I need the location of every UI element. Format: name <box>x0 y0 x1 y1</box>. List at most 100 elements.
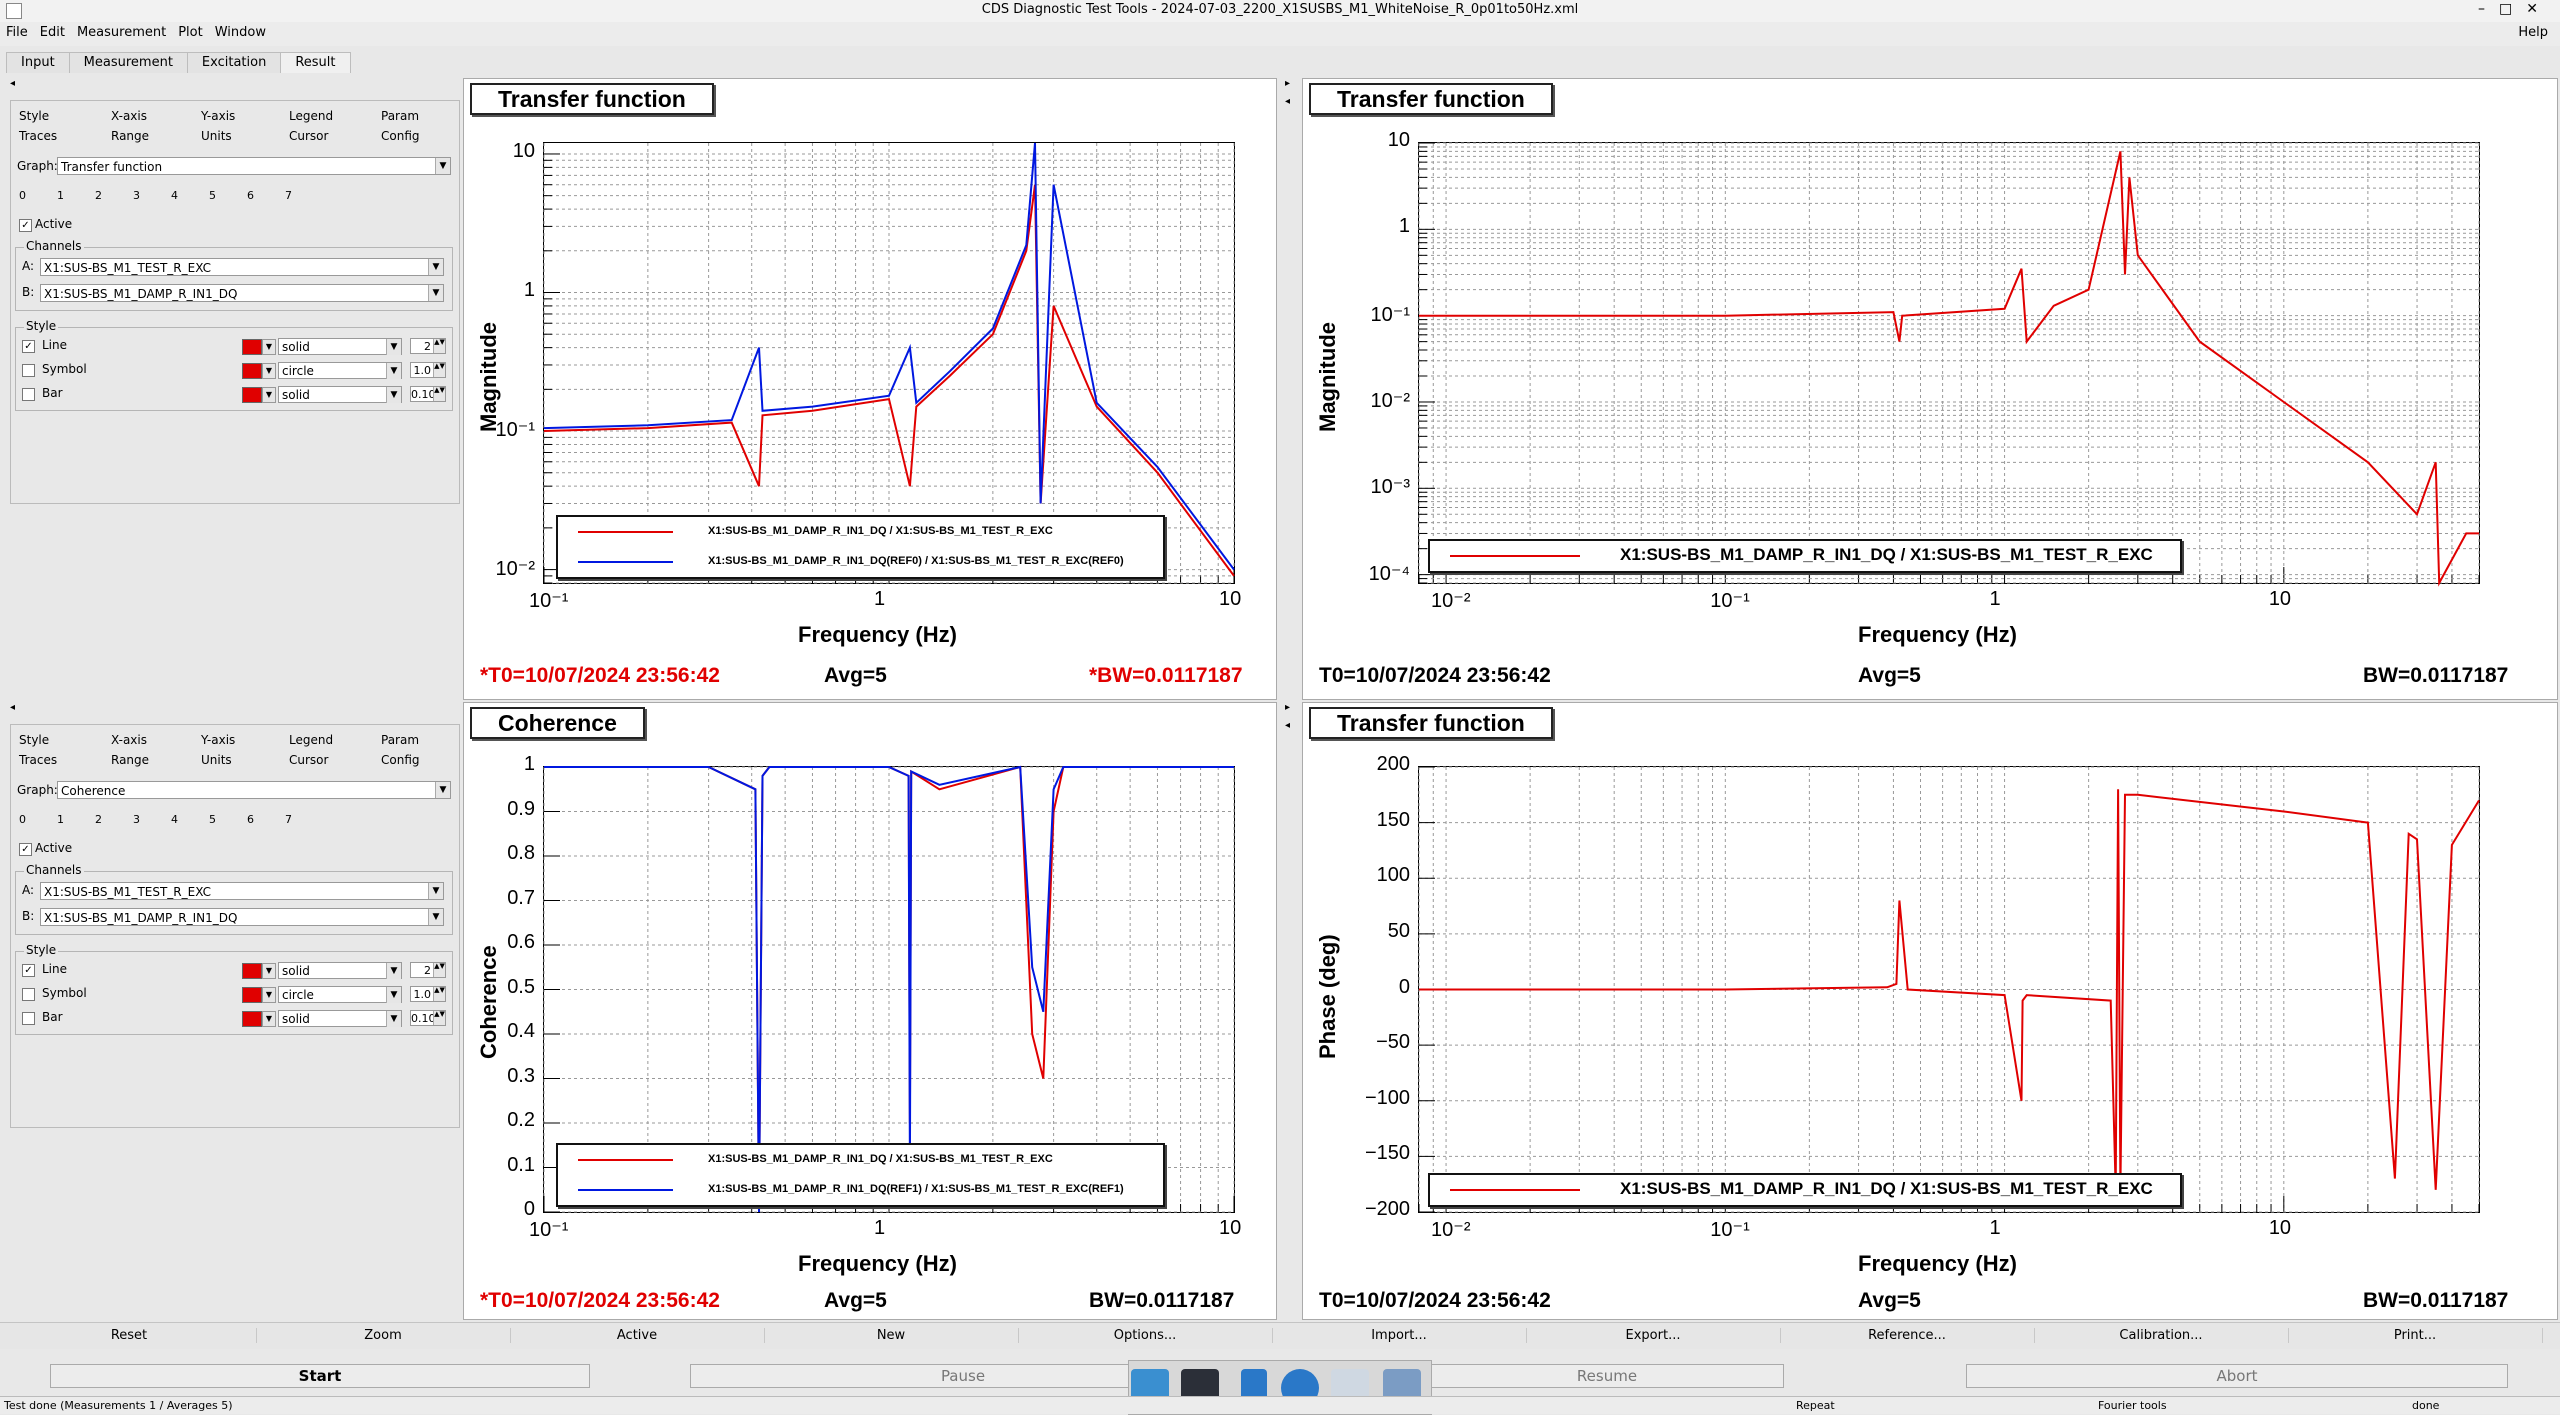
legend[interactable]: X1:SUS-BS_M1_DAMP_R_IN1_DQ / X1:SUS-BS_M… <box>1428 539 2182 573</box>
menu-plot[interactable]: Plot <box>178 25 203 40</box>
spinner-arrows-icon[interactable]: ▲▼ <box>433 387 445 401</box>
graph-select[interactable]: Transfer function ▼ <box>57 157 451 175</box>
reset-button[interactable]: Reset <box>2 1328 257 1343</box>
line-color-swatch[interactable] <box>242 963 262 979</box>
tab-measurement[interactable]: Measurement <box>68 52 188 73</box>
print-button[interactable]: Print... <box>2288 1328 2543 1343</box>
trace-tab-5[interactable]: 5 <box>209 189 216 202</box>
import-button[interactable]: Import... <box>1272 1328 1527 1343</box>
trace-tab-0[interactable]: 0 <box>19 813 26 826</box>
graph-select[interactable]: Coherence ▼ <box>57 781 451 799</box>
chevron-down-icon[interactable]: ▼ <box>262 1011 276 1027</box>
trace-tab-4[interactable]: 4 <box>171 189 178 202</box>
spinner-arrows-icon[interactable]: ▲▼ <box>433 987 445 1001</box>
subtab-param[interactable]: Param <box>381 733 420 747</box>
trace-tab-0[interactable]: 0 <box>19 189 26 202</box>
subtab-range[interactable]: Range <box>111 753 150 767</box>
subtab-style[interactable]: Style <box>19 109 50 123</box>
line-style-select[interactable]: solid ▼ <box>278 962 402 979</box>
calibration-button[interactable]: Calibration... <box>2034 1328 2289 1343</box>
line-style-select[interactable]: solid ▼ <box>278 338 402 355</box>
symbol-size-spinner[interactable]: 1.0 ▲▼ <box>410 986 446 1002</box>
subtab-param[interactable]: Param <box>381 109 420 123</box>
trace-tab-6[interactable]: 6 <box>247 813 254 826</box>
subtab-legend[interactable]: Legend <box>289 109 334 123</box>
bar-size-spinner[interactable]: 0.10 ▲▼ <box>410 1010 446 1026</box>
plot-area[interactable] <box>1418 142 2480 587</box>
close-icon[interactable]: ✕ <box>2526 1 2552 17</box>
minimize-icon[interactable]: – <box>2478 1 2500 17</box>
chevron-down-icon[interactable]: ▼ <box>262 339 276 355</box>
scroll-right-icon[interactable]: ▸ <box>1285 78 1291 89</box>
line-size-spinner[interactable]: 2 ▲▼ <box>410 338 446 354</box>
symbol-checkbox[interactable] <box>22 364 35 377</box>
scroll-right-icon-2[interactable]: ▸ <box>1285 702 1291 713</box>
subtab-style[interactable]: Style <box>19 733 50 747</box>
menu-measurement[interactable]: Measurement <box>76 25 167 40</box>
line-color-swatch[interactable] <box>242 339 262 355</box>
scroll-left-icon-2[interactable]: ◂ <box>1285 720 1291 731</box>
symbol-style-select[interactable]: circle ▼ <box>278 986 402 1003</box>
spinner-arrows-icon[interactable]: ▲▼ <box>433 363 445 377</box>
spinner-arrows-icon[interactable]: ▲▼ <box>433 963 445 977</box>
line-checkbox[interactable]: ✓ <box>22 340 35 353</box>
trace-tab-2[interactable]: 2 <box>95 813 102 826</box>
graph-panel-bottom-right[interactable]: Transfer function 200 150 100 50 0 −50 −100 −150… <box>1302 702 2558 1320</box>
trace-tab-4[interactable]: 4 <box>171 813 178 826</box>
subtab-yaxis[interactable]: Y-axis <box>201 109 236 123</box>
trace-tab-7[interactable]: 7 <box>285 813 292 826</box>
bar-style-select[interactable]: solid ▼ <box>278 1010 402 1027</box>
tab-input[interactable]: Input <box>6 52 70 73</box>
chevron-down-icon[interactable]: ▼ <box>262 963 276 979</box>
trace-tab-2[interactable]: 2 <box>95 189 102 202</box>
graph-panel-top-left[interactable]: Transfer function 10 1 10⁻¹ 10⁻² 10⁻¹ 1 10 Frequ… <box>463 78 1277 700</box>
legend[interactable]: X1:SUS-BS_M1_DAMP_R_IN1_DQ / X1:SUS-BS_M… <box>1428 1173 2182 1207</box>
active-checkbox[interactable]: ✓ <box>19 219 32 232</box>
subtab-cursor[interactable]: Cursor <box>289 753 329 767</box>
menu-window[interactable]: Window <box>214 25 266 40</box>
legend[interactable]: X1:SUS-BS_M1_DAMP_R_IN1_DQ / X1:SUS-BS_M… <box>556 515 1165 579</box>
subtab-traces[interactable]: Traces <box>19 753 58 767</box>
subtab-cursor[interactable]: Cursor <box>289 129 329 143</box>
collapse-left-icon[interactable]: ◂ <box>10 78 16 89</box>
bar-color-swatch[interactable] <box>242 1011 262 1027</box>
symbol-style-select[interactable]: circle ▼ <box>278 362 402 379</box>
chevron-down-icon[interactable]: ▼ <box>262 363 276 379</box>
bar-size-spinner[interactable]: 0.10 ▲▼ <box>410 386 446 402</box>
graph-panel-bottom-left[interactable]: Coherence 1 0.9 0.8 0.7 0.6 0.5 0.4 0.3 0.2 0.1 0 10… <box>463 702 1277 1320</box>
subtab-legend[interactable]: Legend <box>289 733 334 747</box>
subtab-units[interactable]: Units <box>201 129 232 143</box>
plot-area[interactable] <box>543 765 1235 1213</box>
spinner-arrows-icon[interactable]: ▲▼ <box>433 1011 445 1025</box>
subtab-xaxis[interactable]: X-axis <box>111 109 147 123</box>
subtab-config[interactable]: Config <box>381 129 420 143</box>
legend[interactable]: X1:SUS-BS_M1_DAMP_R_IN1_DQ / X1:SUS-BS_M… <box>556 1143 1165 1207</box>
bar-checkbox[interactable] <box>22 388 35 401</box>
subtab-traces[interactable]: Traces <box>19 129 58 143</box>
collapse-left-icon-2[interactable]: ◂ <box>10 702 16 713</box>
trace-tab-3[interactable]: 3 <box>133 189 140 202</box>
symbol-size-spinner[interactable]: 1.0 ▲▼ <box>410 362 446 378</box>
zoom-button[interactable]: Zoom <box>256 1328 511 1343</box>
menu-help[interactable]: Help <box>2518 25 2548 40</box>
bar-checkbox[interactable] <box>22 1012 35 1025</box>
channel-b-select[interactable]: X1:SUS-BS_M1_DAMP_R_IN1_DQ ▼ <box>40 284 444 302</box>
bar-color-swatch[interactable] <box>242 387 262 403</box>
channel-a-select[interactable]: X1:SUS-BS_M1_TEST_R_EXC ▼ <box>40 258 444 276</box>
options-button[interactable]: Options... <box>1018 1328 1273 1343</box>
reference-button[interactable]: Reference... <box>1780 1328 2035 1343</box>
active-button[interactable]: Active <box>510 1328 765 1343</box>
tab-result[interactable]: Result <box>280 52 351 73</box>
line-checkbox[interactable]: ✓ <box>22 964 35 977</box>
trace-tab-1[interactable]: 1 <box>57 189 64 202</box>
graph-panel-top-right[interactable]: Transfer function 10 1 10⁻¹ 10⁻² 10⁻³ 10⁻⁴ 10⁻²… <box>1302 78 2558 700</box>
resume-button[interactable]: Resume <box>1430 1364 1784 1388</box>
symbol-color-swatch[interactable] <box>242 987 262 1003</box>
trace-tab-5[interactable]: 5 <box>209 813 216 826</box>
symbol-checkbox[interactable] <box>22 988 35 1001</box>
trace-tab-6[interactable]: 6 <box>247 189 254 202</box>
trace-tab-3[interactable]: 3 <box>133 813 140 826</box>
subtab-units[interactable]: Units <box>201 753 232 767</box>
maximize-icon[interactable]: □ <box>2499 1 2527 17</box>
plot-area[interactable] <box>543 142 1235 584</box>
